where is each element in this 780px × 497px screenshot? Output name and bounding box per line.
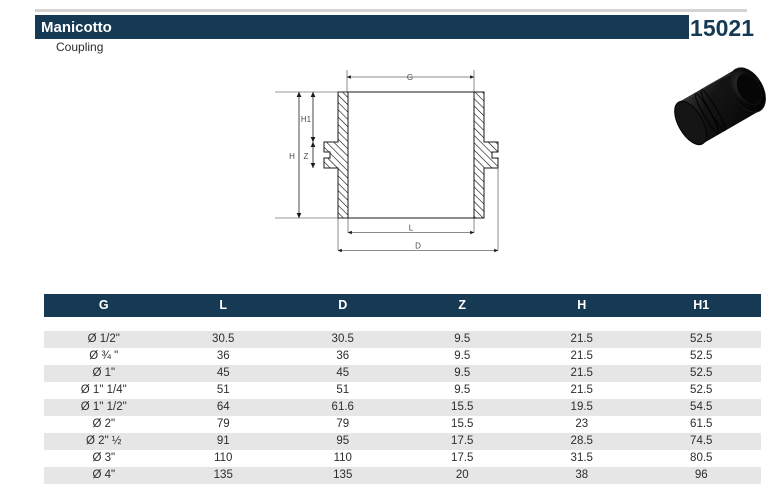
svg-text:D: D [415, 242, 421, 251]
svg-text:G: G [407, 73, 413, 82]
svg-text:H1: H1 [301, 115, 312, 124]
svg-text:Z: Z [304, 152, 309, 161]
svg-text:H: H [289, 152, 295, 161]
svg-text:L: L [409, 224, 414, 233]
